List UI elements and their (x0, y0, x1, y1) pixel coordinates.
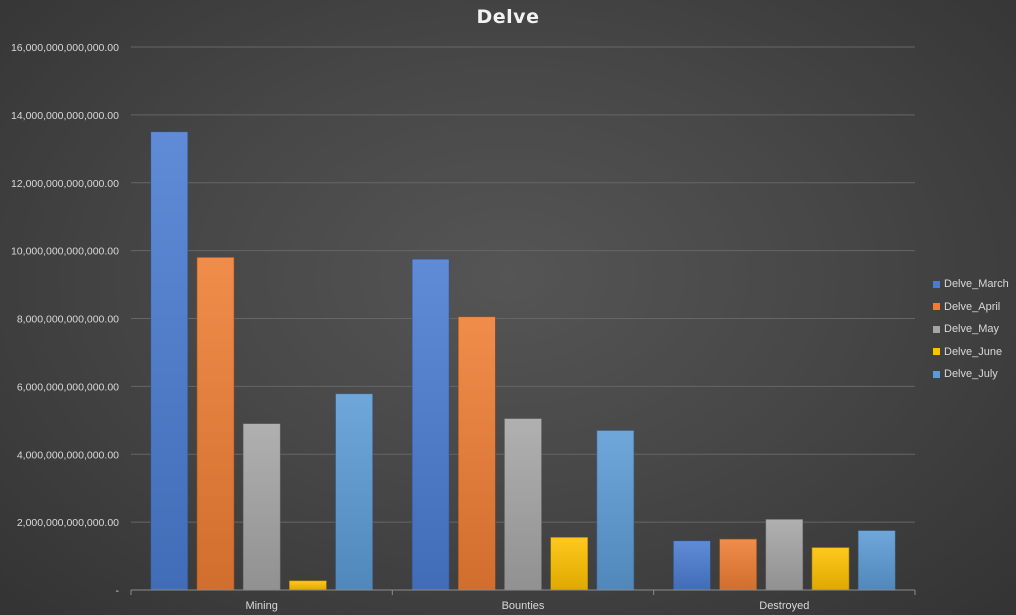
legend-item: Delve_March (933, 273, 1009, 296)
x-category-label: Destroyed (759, 600, 809, 612)
legend-swatch (933, 325, 940, 333)
legend-swatch (933, 370, 940, 378)
legend-label: Delve_April (944, 300, 1001, 313)
legend-swatch (933, 348, 940, 356)
x-axis (130, 589, 916, 595)
bar-delve-july-bounties (596, 430, 635, 591)
y-tick-label: 16,000,000,000,000.00 (11, 42, 119, 54)
y-tick-label: 14,000,000,000,000.00 (11, 110, 119, 122)
bar-delve-june-destroyed (811, 547, 850, 591)
bar-delve-may-mining (242, 423, 281, 591)
y-tick-label: 6,000,000,000,000.00 (17, 381, 119, 393)
legend-item: Delve_June (933, 341, 1009, 364)
bar-delve-march-destroyed (673, 540, 711, 591)
y-tick-label: 8,000,000,000,000.00 (17, 314, 119, 326)
bar-delve-july-mining (335, 393, 373, 591)
legend-swatch (933, 303, 940, 311)
bar-delve-may-destroyed (765, 519, 804, 591)
legend: Delve_March Delve_April Delve_May Delve_Jun… (933, 273, 1009, 386)
y-tick-label: 10,000,000,000,000.00 (11, 246, 119, 258)
y-tick-label: 2,000,000,000,000.00 (17, 517, 119, 529)
x-category-label: Bounties (502, 600, 545, 612)
legend-item: Delve_May (933, 318, 1009, 341)
bar-delve-april-bounties (457, 316, 496, 591)
bar-delve-june-bounties (550, 537, 589, 591)
legend-item: Delve_April (933, 296, 1009, 319)
chart-title: Delve (476, 6, 540, 28)
bar-delve-april-mining (196, 257, 235, 591)
legend-label: Delve_June (944, 345, 1003, 358)
bar-delve-july-destroyed (857, 530, 896, 591)
legend-item: Delve_July (933, 363, 1009, 386)
bar-delve-march-bounties (411, 258, 450, 591)
legend-swatch (933, 280, 940, 288)
bar-delve-april-destroyed (719, 538, 757, 591)
x-axis-category-labels: Mining Bounties Destroyed (245, 600, 809, 612)
bars (150, 131, 896, 591)
legend-label: Delve_May (944, 323, 1000, 336)
x-category-label: Mining (245, 600, 277, 612)
y-tick-label: 4,000,000,000,000.00 (17, 449, 119, 461)
y-tick-label: 12,000,000,000,000.00 (11, 178, 119, 190)
legend-label: Delve_July (944, 368, 998, 381)
bar-delve-june-mining (289, 580, 327, 591)
y-axis-tick-labels: - 2,000,000,000,000.00 4,000,000,000,000.0… (11, 42, 120, 597)
y-tick-label: - (116, 585, 120, 597)
bar-delve-march-mining (150, 131, 189, 591)
bar-delve-may-bounties (504, 418, 542, 591)
legend-label: Delve_March (944, 278, 1009, 291)
